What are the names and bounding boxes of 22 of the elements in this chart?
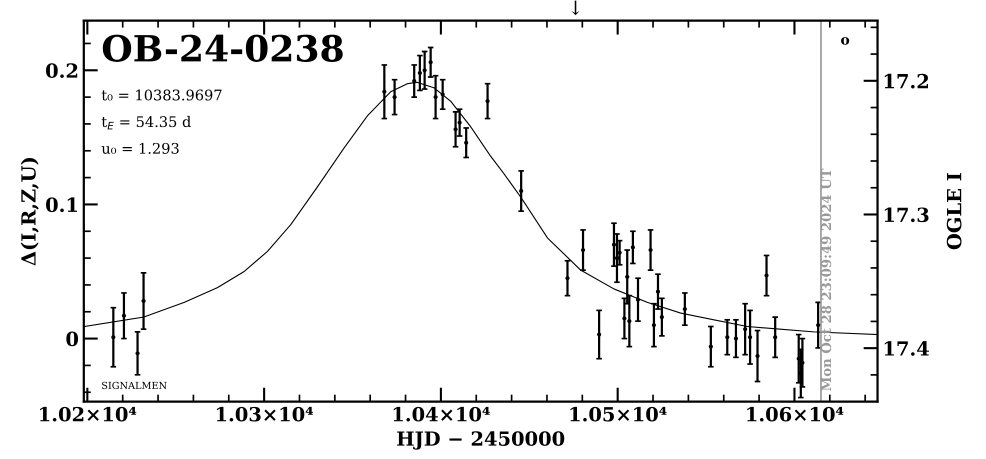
- annotation: t₀ = 10383.9697: [102, 89, 222, 101]
- x-axis-title: HJD − 2450000: [397, 431, 564, 450]
- chart-title: OB-24-0238: [102, 34, 343, 62]
- x-tick-label: 1.03×10⁴: [216, 406, 314, 422]
- y2-tick-label: 17.4: [884, 341, 929, 356]
- annotation: u₀ = 1.293: [102, 142, 179, 154]
- y2-tick-label: 17.3: [884, 207, 929, 222]
- text: ↓: [572, 0, 580, 16]
- annotation: SIGNALMEN: [102, 382, 167, 390]
- y2-axis-title: OGLE I: [946, 173, 962, 250]
- y-tick-label: 0: [66, 332, 78, 346]
- x-tick-label: 1.05×10⁴: [570, 406, 667, 422]
- y-tick-label: 0.1: [46, 197, 78, 212]
- y2-tick-label: 17.2: [884, 74, 928, 88]
- y-tick-label: 0.2: [46, 63, 78, 78]
- annotation: t$_{E}$ = 54.35 d: [102, 116, 191, 130]
- y-axis-title: Δ(I,R,Z,U): [20, 158, 39, 266]
- annotation: o: [841, 37, 850, 45]
- x-tick-label: 1.02×10⁴: [40, 406, 136, 422]
- x-tick-label: 1.06×10⁴: [747, 406, 844, 422]
- annotation: Mon Oct 28 23:09:49 2024 UT: [821, 168, 832, 391]
- x-tick-label: 1.04×10⁴: [394, 406, 490, 422]
